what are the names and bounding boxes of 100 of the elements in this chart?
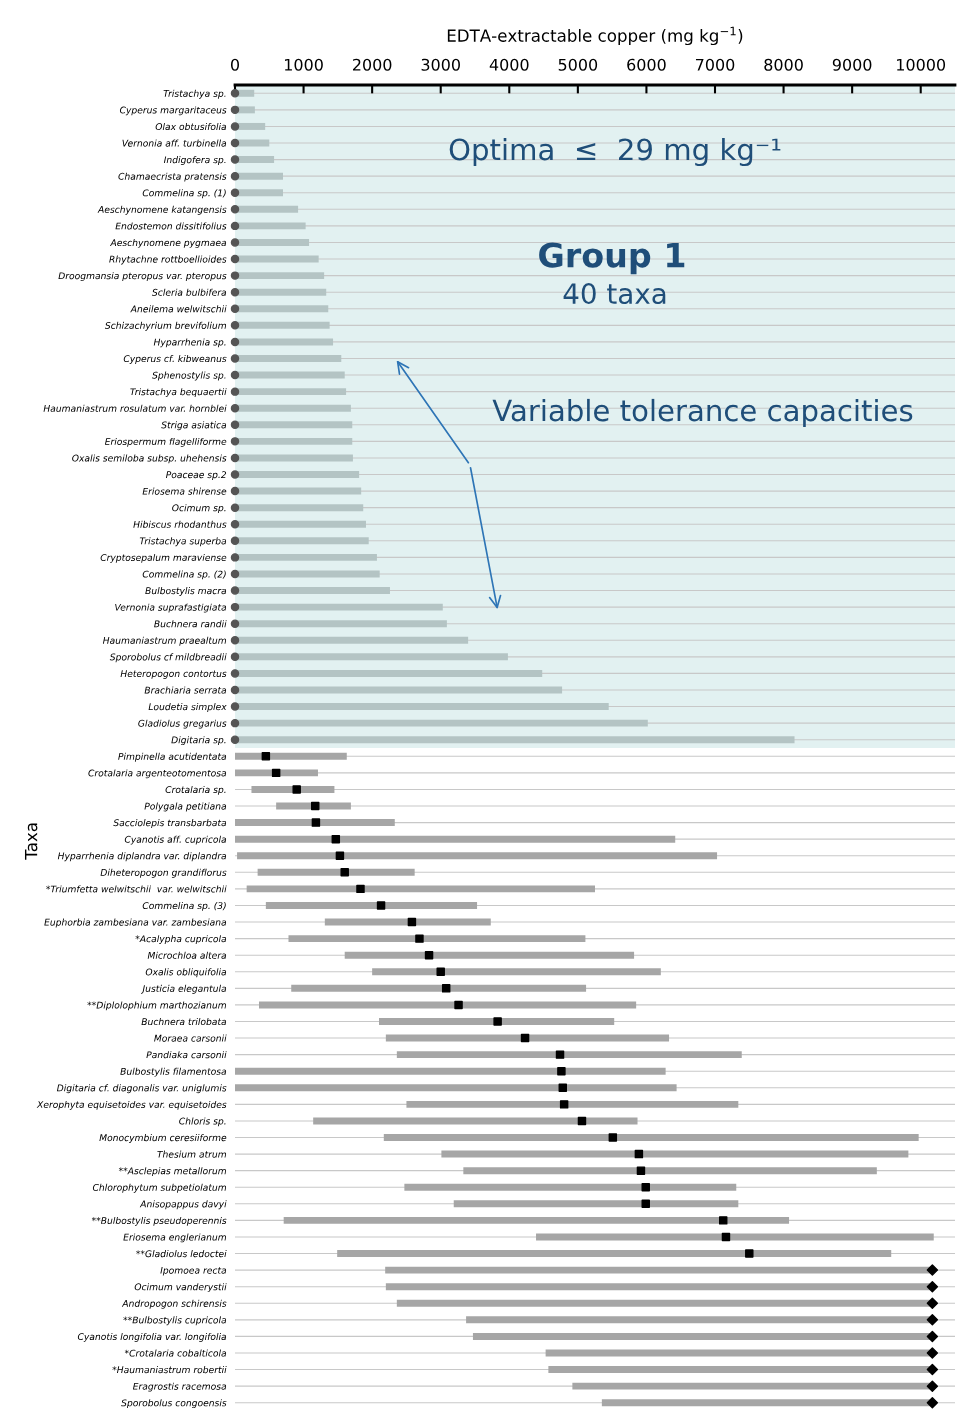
point <box>335 851 345 860</box>
point <box>558 1083 568 1093</box>
y-tick-label: Olax obtusifolia <box>155 122 227 131</box>
bar <box>288 935 586 943</box>
y-tick-label: Crotalaria argenteotomentosa <box>88 769 227 779</box>
y-tick-label: Chlorophytum subpetiolatum <box>92 1183 227 1193</box>
y-tick-label: Cryptosepalum maraviense <box>100 553 227 563</box>
y-tick-label: Endostemon dissitifolius <box>115 222 227 230</box>
bar <box>235 653 508 661</box>
point <box>230 520 240 529</box>
y-tick-label: *Triumfetta welwitschii var. welwitschii <box>46 885 227 893</box>
point <box>721 1232 731 1242</box>
point <box>230 718 240 728</box>
bar <box>235 355 342 362</box>
point <box>745 1249 754 1258</box>
y-tick-label: Ocimum sp. <box>172 504 226 514</box>
y-tick-label: Moraea carsonii <box>154 1034 227 1042</box>
bar <box>235 421 353 429</box>
annotation: Variable tolerance capacities <box>492 398 913 428</box>
y-tick-label: Pimpinella acutidentata <box>118 752 227 762</box>
y-tick-label: Pandiaka carsonii <box>146 1051 227 1059</box>
y-tick-label: Xerophyta equisetoides var. equisetoides <box>36 1100 227 1110</box>
bar <box>396 1299 933 1307</box>
bar <box>601 1399 933 1407</box>
bar <box>441 1150 909 1158</box>
point <box>520 1033 530 1043</box>
y-tick-label: Andropogon schirensis <box>121 1299 227 1309</box>
y-tick-label: Cyperus cf. kibweanus <box>123 355 227 364</box>
annotation: 40 taxa <box>563 283 666 305</box>
bar <box>385 1266 933 1274</box>
y-tick-label: *Haumaniastrum robertii <box>112 1366 227 1374</box>
y-tick-label: Commelina sp. (1) <box>142 189 226 199</box>
point <box>230 238 240 247</box>
bar <box>235 487 362 495</box>
bar <box>235 321 330 329</box>
bar <box>324 918 491 926</box>
bar <box>372 968 661 976</box>
point <box>230 669 240 678</box>
bar <box>235 238 310 246</box>
y-axis-title: Taxa <box>24 823 38 860</box>
point <box>230 685 240 695</box>
bar <box>235 305 329 313</box>
y-tick-label: Digitaria sp. <box>171 736 226 746</box>
point <box>230 586 240 595</box>
bar <box>235 719 648 727</box>
y-tick-label: Polygala petitiana <box>144 802 227 812</box>
y-tick-label: **Diplolophium marthozianum <box>87 1001 227 1011</box>
bar <box>235 156 275 164</box>
bar <box>385 1283 933 1291</box>
y-tick-label: **Asclepias metallorum <box>118 1167 227 1177</box>
y-tick-label: Eriospermum flagelliforme <box>104 437 227 447</box>
x-tick-label: 7000 <box>695 58 735 71</box>
bar <box>235 388 347 396</box>
point <box>230 254 240 264</box>
bar <box>235 636 469 644</box>
point <box>926 1314 939 1326</box>
bar <box>235 504 364 512</box>
bar <box>237 852 718 860</box>
bar <box>404 1183 737 1191</box>
point <box>230 503 240 512</box>
bar <box>453 1200 739 1208</box>
bar <box>235 189 283 197</box>
bar <box>235 553 377 561</box>
x-tick-label: 0 <box>230 58 240 71</box>
point <box>230 155 240 164</box>
y-tick-label: Chloris sp. <box>179 1117 226 1127</box>
y-tick-label: Rhytachne rottboellioides <box>109 255 227 265</box>
y-tick-label: Vernonia aff. turbinella <box>122 139 227 147</box>
point <box>424 950 434 960</box>
point <box>230 486 240 496</box>
bar <box>235 1067 666 1075</box>
bar <box>572 1382 933 1390</box>
point <box>230 337 240 347</box>
y-tick-label: **Gladiolus ledoctei <box>136 1250 227 1258</box>
point <box>926 1330 939 1343</box>
point <box>230 652 240 662</box>
bar <box>235 471 360 478</box>
y-tick-label: Thesium atrum <box>157 1150 227 1158</box>
y-tick-label: Cyanotis longifolia var. longifolia <box>77 1332 227 1342</box>
bar <box>235 338 334 346</box>
y-tick-label: Droogmansia pteropus var. pteropus <box>58 272 227 281</box>
y-tick-label: Schizachyrium brevifolium <box>104 321 227 331</box>
bar <box>235 520 366 528</box>
point <box>230 271 240 280</box>
y-tick-label: Tristachya superba <box>139 537 227 547</box>
y-tick-label: Monocymbium ceresiiforme <box>99 1134 227 1143</box>
y-tick-label: Hyparrhenia sp. <box>153 338 226 348</box>
x-tick-label: 10000 <box>897 58 946 71</box>
point <box>555 1050 565 1059</box>
point <box>454 1000 463 1010</box>
point <box>493 1017 502 1026</box>
y-tick-label: Oxalis semiloba subsp. uhehensis <box>72 454 227 464</box>
point <box>230 453 240 463</box>
point <box>230 105 240 115</box>
y-tick-label: Euphorbia zambesiana var. zambesiana <box>44 918 227 928</box>
point <box>634 1149 644 1159</box>
bar <box>283 1216 790 1224</box>
bar <box>235 769 318 777</box>
bar <box>235 703 609 711</box>
point <box>340 868 349 877</box>
